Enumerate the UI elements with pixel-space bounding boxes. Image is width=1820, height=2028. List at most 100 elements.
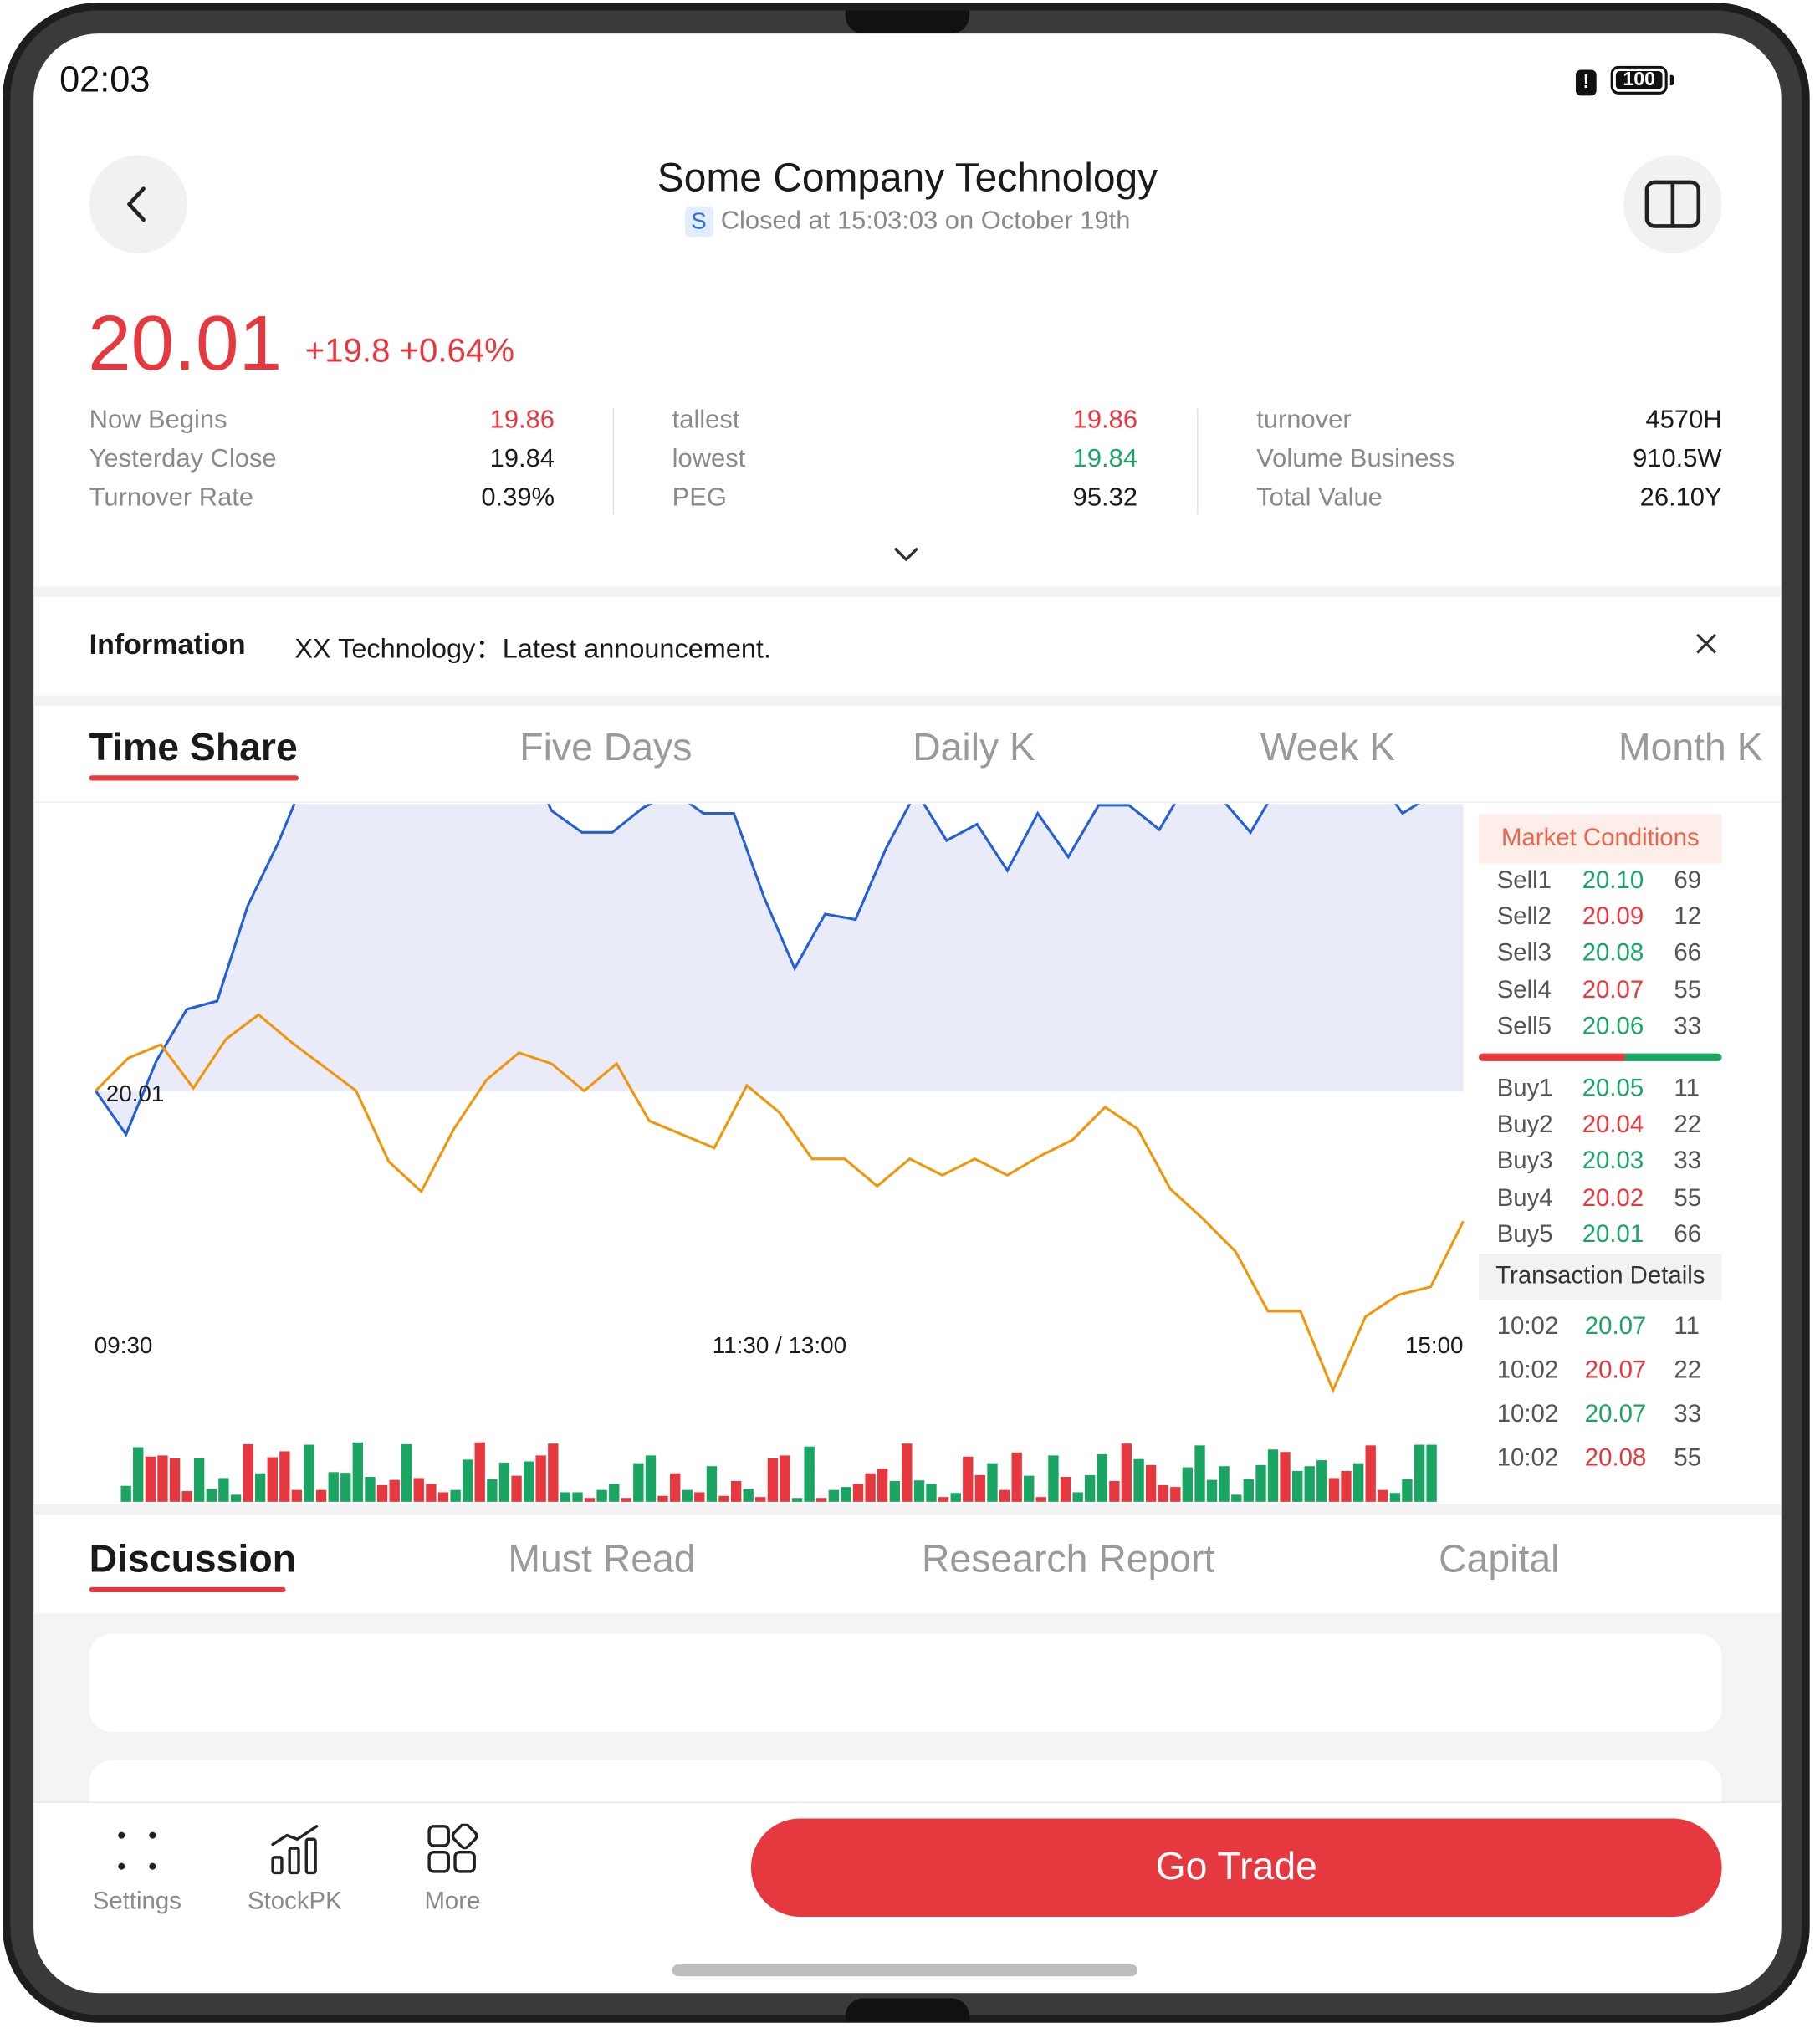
- volume-bar: [426, 1484, 437, 1502]
- average-line: [95, 1013, 1465, 1394]
- volume-bar: [1133, 1458, 1144, 1502]
- transaction-row[interactable]: 10:02 20.07 33: [1497, 1401, 1717, 1434]
- order-row[interactable]: Sell2 20.09 12: [1497, 904, 1717, 937]
- battery-icon: 100: [1610, 65, 1674, 95]
- home-indicator[interactable]: [672, 1964, 1138, 1977]
- stats-divider: [1197, 408, 1199, 515]
- volume-bar: [267, 1457, 278, 1502]
- order-price: 20.06: [1582, 1013, 1644, 1040]
- order-label: Sell3: [1496, 940, 1552, 968]
- info-text: XX Technology：Latest announcement.: [294, 634, 771, 665]
- volume-bar: [535, 1455, 546, 1502]
- time-share-chart[interactable]: 20.01 09:30 11:30 / 13:00 15:00: [33, 804, 1481, 1515]
- order-row[interactable]: Sell3 20.08 66: [1497, 940, 1717, 973]
- market-conditions-header: Market Conditions: [1479, 814, 1722, 864]
- order-row[interactable]: Buy1 20.05 11: [1497, 1075, 1717, 1109]
- back-button[interactable]: [89, 155, 188, 253]
- stat-label: lowest: [672, 444, 746, 473]
- split-view-icon: [1644, 180, 1701, 228]
- volume-bar: [755, 1497, 766, 1502]
- stat-value: 910.5W: [1633, 444, 1722, 473]
- order-row[interactable]: Buy5 20.01 66: [1497, 1221, 1717, 1254]
- volume-bar: [987, 1463, 998, 1502]
- volume-bar: [1304, 1466, 1315, 1502]
- volume-bar: [1145, 1464, 1157, 1502]
- volume-bar: [413, 1478, 424, 1502]
- transaction-row[interactable]: 10:02 20.07 11: [1497, 1313, 1717, 1346]
- status-time: 02:03: [59, 59, 151, 100]
- order-row[interactable]: Sell4 20.07 55: [1497, 977, 1717, 1010]
- volume-bar: [1084, 1474, 1096, 1502]
- transaction-qty: 11: [1674, 1313, 1700, 1341]
- market-conditions-title: Market Conditions: [1501, 825, 1700, 852]
- transaction-row[interactable]: 10:02 20.08 55: [1497, 1445, 1717, 1479]
- close-icon[interactable]: [1694, 631, 1720, 656]
- volume-bar: [963, 1456, 974, 1502]
- order-row[interactable]: Buy3 20.03 33: [1497, 1148, 1717, 1182]
- go-trade-button[interactable]: Go Trade: [750, 1818, 1722, 1917]
- chart-tab[interactable]: Daily K: [913, 726, 1035, 769]
- expand-chevron-icon[interactable]: [892, 545, 920, 564]
- volume-bar: [621, 1498, 631, 1502]
- chart-tab[interactable]: Five Days: [519, 726, 693, 769]
- stockpk-button[interactable]: StockPK: [235, 1821, 354, 1925]
- volume-bar: [1365, 1445, 1376, 1502]
- volume-bar: [926, 1484, 937, 1502]
- buy-sell-ratio-bar: [1479, 1053, 1722, 1061]
- volume-bar: [1194, 1445, 1205, 1502]
- content-tab[interactable]: Must Read: [508, 1538, 696, 1581]
- volume-bar: [1182, 1467, 1194, 1502]
- order-row[interactable]: Sell5 20.06 33: [1497, 1013, 1717, 1046]
- volume-bar: [389, 1479, 400, 1502]
- order-row[interactable]: Sell1 20.10 69: [1497, 867, 1717, 901]
- order-qty: 33: [1674, 1013, 1702, 1040]
- volume-bar: [1048, 1455, 1059, 1502]
- volume-bar: [743, 1489, 754, 1502]
- chart-tab[interactable]: Month K: [1618, 726, 1763, 769]
- info-banner[interactable]: Information XX Technology：Latest announc…: [33, 597, 1782, 695]
- stat-label: Yesterday Close: [89, 444, 277, 473]
- feed-card[interactable]: [89, 1633, 1722, 1732]
- x-axis-label: 09:30: [95, 1332, 153, 1358]
- order-row[interactable]: Buy4 20.02 55: [1497, 1185, 1717, 1218]
- volume-bar: [1378, 1489, 1388, 1502]
- transaction-qty: 22: [1674, 1356, 1702, 1385]
- volume-bar: [730, 1480, 742, 1502]
- price-change: +19.8 +0.64%: [304, 330, 514, 370]
- volume-bar: [999, 1489, 1010, 1502]
- split-view-button[interactable]: [1623, 155, 1722, 253]
- volume-bar: [767, 1458, 779, 1502]
- volume-bar: [1060, 1477, 1071, 1502]
- order-qty: 33: [1674, 1148, 1702, 1176]
- volume-bar: [120, 1485, 131, 1502]
- content-tab[interactable]: Capital: [1439, 1538, 1560, 1581]
- volume-bar: [938, 1497, 949, 1502]
- volume-bar: [889, 1480, 900, 1502]
- transaction-row[interactable]: 10:02 20.07 22: [1497, 1357, 1717, 1391]
- volume-bar: [670, 1473, 681, 1502]
- device-hinge-top: [845, 10, 970, 34]
- volume-bar: [145, 1456, 156, 1502]
- order-qty: 55: [1674, 976, 1702, 1004]
- volume-bar: [279, 1451, 290, 1502]
- volume-bar: [1255, 1464, 1266, 1502]
- volume-bar: [657, 1495, 668, 1502]
- content-tab[interactable]: Research Report: [921, 1538, 1215, 1581]
- chart-tab[interactable]: Time Share: [89, 726, 298, 769]
- volume-bar: [243, 1443, 253, 1502]
- stat-label: turnover: [1256, 406, 1352, 435]
- volume-bar: [206, 1489, 217, 1502]
- transaction-time: 10:02: [1496, 1313, 1559, 1341]
- stat-value: 95.32: [1072, 483, 1138, 513]
- chart-tab[interactable]: Week K: [1260, 726, 1396, 769]
- more-button[interactable]: More: [393, 1821, 512, 1925]
- stat-value: 19.86: [489, 406, 555, 435]
- volume-bar: [169, 1458, 181, 1502]
- content-tab[interactable]: Discussion: [89, 1538, 297, 1581]
- settings-button[interactable]: Settings: [78, 1821, 197, 1925]
- order-row[interactable]: Buy2 20.04 22: [1497, 1111, 1717, 1145]
- go-trade-label: Go Trade: [1155, 1845, 1317, 1888]
- stat-value: 26.10Y: [1639, 483, 1722, 513]
- volume-bar: [1206, 1479, 1218, 1502]
- volume-bar: [365, 1477, 376, 1502]
